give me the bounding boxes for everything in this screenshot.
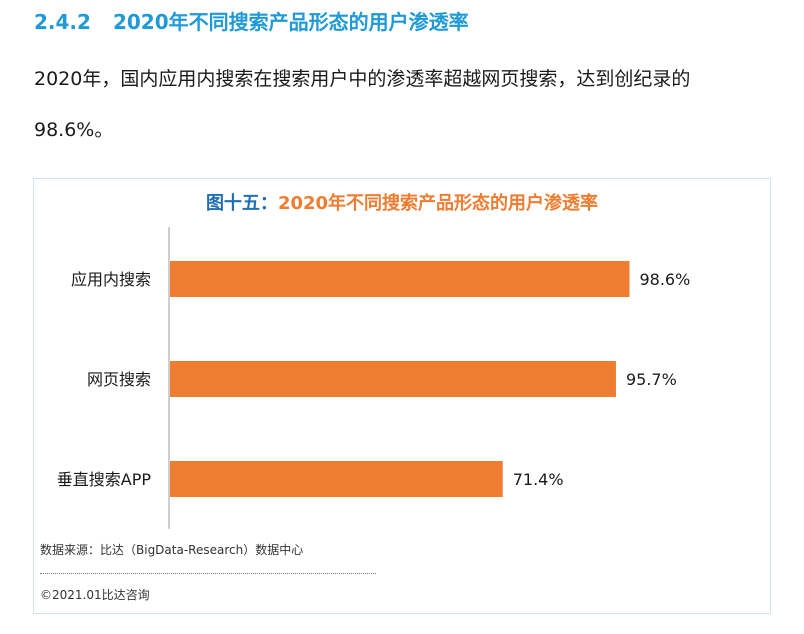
paragraph-line-1: 2020年，国内应用内搜索在搜索用户中的渗透率超越网页搜索，达到创纪录的 <box>34 68 691 90</box>
copyright-note: ©2021.01比达咨询 <box>40 588 150 602</box>
section-heading: 2.4.2 2020年不同搜索产品形态的用户渗透率 <box>34 6 469 35</box>
bar-1 <box>170 361 616 397</box>
section-number: 2.4.2 <box>34 10 91 34</box>
bar-chart: 应用内搜索 98.6% 网页搜索 95.7% 垂直搜索APP 71.4% <box>57 227 690 529</box>
chart-container: 图十五：2020年不同搜索产品形态的用户渗透率 应用内搜索 98.6% 网页搜索 95… <box>33 178 771 614</box>
chart-title-text: 2020年不同搜索产品形态的用户渗透率 <box>277 193 599 214</box>
section-title: 2020年不同搜索产品形态的用户渗透率 <box>112 10 469 34</box>
value-label-0: 98.6% <box>639 270 690 289</box>
value-label-2: 71.4% <box>513 470 564 489</box>
bar-0 <box>170 261 630 297</box>
chart-title-prefix: 图十五： <box>205 193 278 214</box>
source-note: 数据来源：比达（BigData-Research）数据中心 <box>40 543 304 557</box>
category-label-0: 应用内搜索 <box>71 270 151 289</box>
category-label-1: 网页搜索 <box>87 370 151 389</box>
bar-2 <box>170 461 503 497</box>
divider <box>40 573 376 574</box>
paragraph-line-2: 98.6%。 <box>34 119 114 141</box>
category-label-2: 垂直搜索APP <box>57 470 152 489</box>
value-label-1: 95.7% <box>626 370 677 389</box>
chart-title: 图十五：2020年不同搜索产品形态的用户渗透率 <box>34 189 770 215</box>
